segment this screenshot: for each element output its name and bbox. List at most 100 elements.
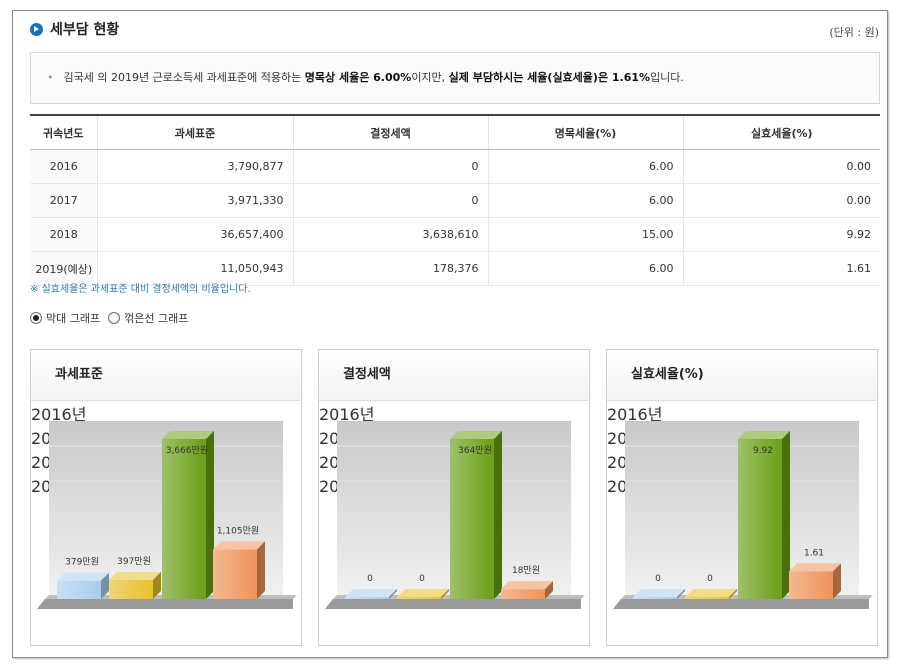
bar xyxy=(450,439,494,599)
table-row: 2019(예상) 11,050,943 178,376 6.00 1.61 xyxy=(30,251,880,286)
bar-top xyxy=(57,572,109,581)
table-cell: 2017 xyxy=(30,183,97,218)
bullet: • xyxy=(47,71,54,84)
bar-side xyxy=(389,589,397,599)
bar-top xyxy=(345,589,397,597)
value-label: 3,666만원 xyxy=(166,445,208,456)
table-cell: 2016 xyxy=(30,149,97,184)
table-cell: 3,638,610 xyxy=(292,217,488,252)
bar xyxy=(633,597,677,599)
graph-type-radios: 막대 그래프 꺾은선 그래프 xyxy=(30,310,188,326)
bar xyxy=(685,597,729,599)
notice-box: • 김국세 의 2019년 근로소득세 과세표준에 적용하는 명목상 세율은 6.… xyxy=(30,52,880,104)
table-body: 2016 3,790,877 0 6.00 0.00 2017 3,971,330 0 6.00… xyxy=(30,149,880,286)
x-tick-label: 2016년 xyxy=(319,405,375,424)
notice-bold: 명목상 세율은 6.00% xyxy=(304,71,412,84)
column-header: 결정세액 xyxy=(292,114,488,150)
bar-side xyxy=(257,541,265,599)
radio-label[interactable]: 꺾은선 그래프 xyxy=(124,312,189,325)
column-header: 명목세율(%) xyxy=(487,114,683,150)
bar-side xyxy=(782,431,790,599)
frame xyxy=(12,10,888,658)
notice-text: 김국세 의 2019년 근로소득세 과세표준에 적용하는 xyxy=(63,71,305,84)
x-tick-label: 2016년 xyxy=(31,405,87,424)
table-cell: 2018 xyxy=(30,217,97,252)
table-cell: 6.00 xyxy=(487,183,683,218)
bar-side xyxy=(494,431,502,599)
bar xyxy=(57,580,101,599)
bar xyxy=(397,597,441,599)
table-cell: 6.00 xyxy=(487,149,683,184)
radio-line[interactable] xyxy=(108,312,121,324)
table-cell: 6.00 xyxy=(487,251,683,286)
bar xyxy=(501,589,545,599)
column-header: 귀속년도 xyxy=(30,114,97,150)
bar-top xyxy=(738,431,790,439)
unit-label: (단위 : 원) xyxy=(829,26,879,39)
table-header: 귀속년도 과세표준 결정세액 명목세율(%) 실효세율(%) xyxy=(30,114,880,150)
value-label: 364만원 xyxy=(458,445,492,456)
base-platform xyxy=(325,599,581,609)
bar xyxy=(213,549,257,599)
value-label: 397만원 xyxy=(117,556,151,567)
x-tick-label: 2016년 xyxy=(607,405,663,424)
table-cell: 1.61 xyxy=(682,251,880,286)
bar-top xyxy=(633,589,685,597)
value-label: 18만원 xyxy=(512,565,540,576)
bar-chart: 0 0 9.92 1.61 xyxy=(613,421,873,609)
table-cell: 2019(예상) xyxy=(30,251,97,286)
chart-panel: 결정세액00364만원18만원2016년2017년2018년2019년 (예상) xyxy=(318,349,590,646)
section-title: 세부담 현황 xyxy=(30,19,119,39)
notice-text: 이지만, xyxy=(411,71,449,84)
column-header: 과세표준 xyxy=(96,114,293,150)
table-cell: 0.00 xyxy=(682,149,880,184)
bar-chart: 0 0 364만원 18만원 xyxy=(325,421,585,609)
table-cell: 178,376 xyxy=(292,251,488,286)
bar-top xyxy=(685,589,737,597)
chart-title: 실효세율(%) xyxy=(607,350,877,401)
value-label: 0 xyxy=(655,574,661,584)
bar-side xyxy=(206,431,214,599)
column-header: 실효세율(%) xyxy=(682,114,880,150)
table-row: 2018 36,657,400 3,638,610 15.00 9.92 xyxy=(30,217,880,252)
value-label: 379만원 xyxy=(65,557,99,568)
bar xyxy=(109,579,153,599)
radio-bar[interactable] xyxy=(30,312,42,324)
bar xyxy=(345,597,389,599)
table-cell: 0 xyxy=(292,183,488,218)
chart-title: 과세표준 xyxy=(31,350,301,401)
bar-top xyxy=(162,431,214,439)
bar-top xyxy=(501,581,553,590)
bar-chart: 379만원 397만원 3,666만원 1,105만원 xyxy=(37,421,297,609)
bar-side xyxy=(729,589,737,599)
table-cell: 9.92 xyxy=(682,217,880,252)
value-label: 0 xyxy=(419,574,425,584)
chart-panel: 실효세율(%)009.921.612016년2017년2018년2019년 (예… xyxy=(606,349,878,646)
radio-label[interactable]: 막대 그래프 xyxy=(46,312,101,325)
bar xyxy=(789,571,833,599)
tax-table: 귀속년도 과세표준 결정세액 명목세율(%) 실효세율(%) 2016 3,790,877… xyxy=(30,114,880,286)
bar-top xyxy=(397,589,449,597)
value-label: 1.61 xyxy=(804,548,824,558)
table-cell: 36,657,400 xyxy=(96,217,293,252)
base-platform xyxy=(37,599,293,609)
table-cell: 3,790,877 xyxy=(96,149,293,184)
value-label: 0 xyxy=(367,574,373,584)
table-cell: 3,971,330 xyxy=(96,183,293,218)
table-row: 2017 3,971,330 0 6.00 0.00 xyxy=(30,183,880,218)
base-platform xyxy=(613,599,869,609)
bar-top xyxy=(450,431,502,439)
bar xyxy=(738,439,782,599)
notice-bold: 실제 부담하시는 세율(실효세율)은 1.61% xyxy=(448,71,651,84)
table-cell: 15.00 xyxy=(487,217,683,252)
title-text: 세부담 현황 xyxy=(50,22,120,38)
bar-side xyxy=(153,571,161,599)
bar-side xyxy=(101,572,109,599)
notice-text: 입니다. xyxy=(650,71,684,84)
title-icon xyxy=(30,22,43,36)
table-cell: 0.00 xyxy=(682,183,880,218)
bar xyxy=(162,439,206,599)
bar-side xyxy=(545,581,553,599)
bar-side xyxy=(677,589,685,599)
